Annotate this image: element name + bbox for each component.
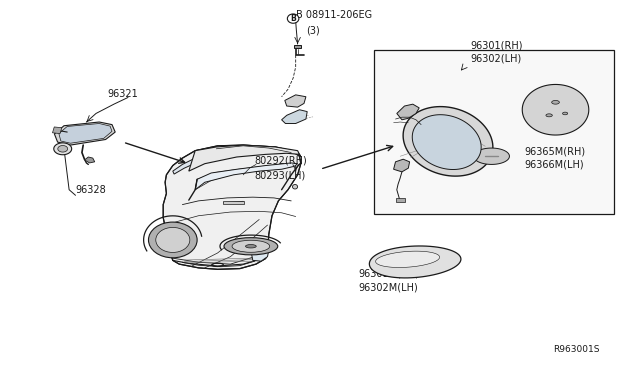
Ellipse shape bbox=[156, 227, 190, 253]
Polygon shape bbox=[522, 84, 589, 135]
Text: 96302M(LH): 96302M(LH) bbox=[358, 282, 418, 292]
Ellipse shape bbox=[224, 238, 278, 255]
Ellipse shape bbox=[552, 100, 559, 104]
Polygon shape bbox=[397, 104, 419, 120]
Polygon shape bbox=[54, 143, 72, 155]
Ellipse shape bbox=[148, 222, 197, 258]
Polygon shape bbox=[84, 157, 95, 163]
Ellipse shape bbox=[287, 14, 299, 23]
Polygon shape bbox=[412, 115, 481, 170]
Bar bbox=[374, 50, 614, 214]
Polygon shape bbox=[394, 159, 410, 172]
Polygon shape bbox=[403, 107, 493, 176]
Ellipse shape bbox=[232, 240, 269, 252]
Polygon shape bbox=[285, 95, 306, 107]
Text: 96328: 96328 bbox=[76, 185, 106, 195]
Polygon shape bbox=[474, 148, 509, 164]
Text: R963001S: R963001S bbox=[554, 345, 600, 354]
Polygon shape bbox=[59, 124, 112, 143]
Polygon shape bbox=[54, 122, 115, 145]
Polygon shape bbox=[189, 145, 301, 171]
Ellipse shape bbox=[546, 114, 552, 117]
Text: B: B bbox=[291, 14, 296, 23]
Ellipse shape bbox=[563, 112, 568, 115]
Text: 96302(LH): 96302(LH) bbox=[470, 53, 522, 63]
Polygon shape bbox=[369, 246, 461, 278]
Ellipse shape bbox=[292, 185, 298, 189]
Text: 96321: 96321 bbox=[108, 89, 138, 99]
Ellipse shape bbox=[246, 244, 256, 248]
Bar bbox=[223, 201, 244, 204]
Text: 80293(LH): 80293(LH) bbox=[255, 170, 306, 180]
Polygon shape bbox=[376, 251, 440, 267]
Polygon shape bbox=[252, 246, 269, 261]
Polygon shape bbox=[282, 110, 307, 124]
Polygon shape bbox=[58, 145, 68, 152]
Text: 80292(RH): 80292(RH) bbox=[255, 155, 307, 166]
Text: 96366M(LH): 96366M(LH) bbox=[525, 159, 584, 169]
Text: 96301(RH): 96301(RH) bbox=[470, 40, 523, 50]
Text: 96301M(RH): 96301M(RH) bbox=[358, 269, 419, 279]
Text: (3): (3) bbox=[306, 25, 319, 35]
Bar bbox=[294, 45, 301, 48]
Bar bbox=[52, 127, 62, 134]
Polygon shape bbox=[173, 149, 243, 174]
Bar bbox=[396, 198, 405, 202]
Text: 96365M(RH): 96365M(RH) bbox=[525, 146, 586, 156]
Polygon shape bbox=[195, 163, 298, 190]
Text: B 08911-206EG: B 08911-206EG bbox=[296, 10, 372, 20]
Polygon shape bbox=[163, 145, 301, 269]
